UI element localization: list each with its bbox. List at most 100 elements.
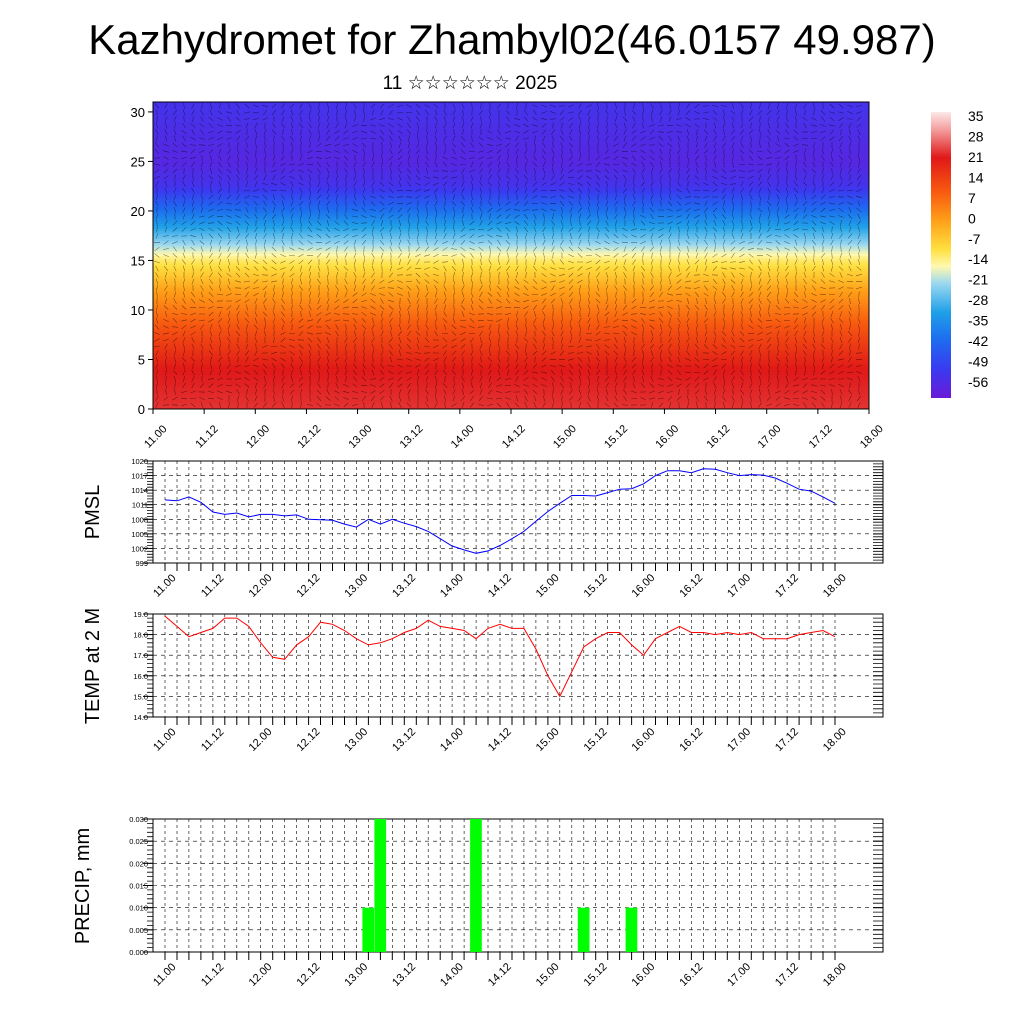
heatmap-cell <box>153 188 869 192</box>
heatmap-ytick-label: 25 <box>131 154 145 169</box>
heatmap-cell <box>153 352 869 356</box>
heatmap-cell <box>153 401 869 405</box>
heatmap-cell <box>153 257 869 262</box>
heatmap-cell <box>153 181 869 185</box>
pmsl-frame <box>152 460 884 564</box>
heatmap-cell <box>153 349 869 353</box>
ytick-label: 0.010 <box>129 904 148 913</box>
heatmap-cell <box>153 374 869 378</box>
ytick-label: 0.020 <box>129 859 148 868</box>
heatmap-cell <box>153 389 869 393</box>
colorbar-label: -21 <box>968 272 988 288</box>
heatmap-cell <box>153 215 869 219</box>
xtick-label: 13.12 <box>390 572 418 600</box>
temp-ylabel: TEMP at 2 M <box>82 608 104 724</box>
heatmap-cell <box>153 201 869 205</box>
colorbar-label: 0 <box>968 210 976 226</box>
heatmap-cell <box>153 243 869 247</box>
heatmap-cell <box>153 144 869 148</box>
heatmap-cell <box>153 131 869 135</box>
xtick-label: 12.12 <box>294 726 322 754</box>
heatmap-cell <box>153 357 869 361</box>
xtick-label: 15.12 <box>582 572 610 600</box>
heatmap-cell <box>153 146 869 150</box>
heatmap-cell <box>153 290 869 294</box>
ytick-label: 1005 <box>131 530 148 539</box>
bottom-minor-ticks <box>164 952 836 960</box>
heatmap-cell <box>153 270 869 274</box>
heatmap-cell <box>153 277 869 281</box>
ytick-label: 0.025 <box>129 837 148 846</box>
heatmap-cell <box>153 267 869 271</box>
ytick-label: 17.0 <box>133 651 148 660</box>
heatmap-cell <box>153 205 869 210</box>
heatmap-cell <box>153 139 869 143</box>
heatmap-cell <box>153 366 869 370</box>
xtick-label: 15.00 <box>534 726 562 754</box>
heatmap-cell <box>153 121 869 125</box>
heatmap-ytick-label: 5 <box>138 352 145 367</box>
heatmap-cell <box>153 248 869 252</box>
heatmap-cell <box>153 176 869 180</box>
colorbar-label: 14 <box>968 169 984 185</box>
wind-barbs <box>153 102 863 409</box>
colorbar-label: -7 <box>968 231 981 247</box>
heatmap-cell <box>153 119 869 123</box>
heatmap-xtick-label: 18.00 <box>858 423 886 451</box>
temp-series-line <box>164 615 836 698</box>
heatmap-cell <box>153 339 869 343</box>
heatmap-cell <box>153 364 869 368</box>
colorbar: 35 28 21 14 7 0 -7 -14 -21 -28 -35 -42 -49 -56 <box>931 108 988 398</box>
heatmap-xtick-label: 16.12 <box>704 423 732 451</box>
heatmap-cell <box>153 106 869 111</box>
ytick-label: 19.0 <box>133 610 148 619</box>
heatmap-xtick-label: 11.00 <box>142 423 169 450</box>
xtick-label: 12.00 <box>247 961 275 989</box>
heatmap-cell <box>153 166 869 170</box>
colorbar-gradient <box>931 112 951 398</box>
xtick-label: 12.12 <box>294 961 322 989</box>
ytick-label: 0.000 <box>129 948 148 957</box>
heatmap-cell <box>153 282 869 286</box>
precip-bar <box>625 907 638 952</box>
heatmap-cell <box>153 136 869 140</box>
temp-frame <box>152 613 884 718</box>
bottom-minor-ticks <box>164 717 836 725</box>
xtick-label: 13.00 <box>342 961 370 989</box>
ytick-label: 1014 <box>131 486 148 495</box>
xtick-label: 15.00 <box>534 961 562 989</box>
chart-title: Kazhydromet for Zhambyl02(46.0157 49.987… <box>88 16 936 63</box>
heatmap-cell <box>153 324 869 328</box>
heatmap-cell <box>153 240 869 244</box>
heatmap-cell <box>153 272 869 276</box>
xtick-label: 14.12 <box>486 726 514 754</box>
heatmap-cell <box>153 307 869 311</box>
heatmap-cell <box>153 287 869 291</box>
heatmap-cell <box>153 208 869 212</box>
heatmap-cell <box>153 317 869 321</box>
heatmap-cell <box>153 369 869 373</box>
heatmap-cell <box>153 376 869 380</box>
heatmap-xtick-label: 14.00 <box>449 423 477 451</box>
heatmap-cell <box>153 399 869 403</box>
heatmap-xtick-label: 16.00 <box>653 423 681 451</box>
precip-ylabel: PRECIP, mm <box>72 828 94 944</box>
heatmap-ytick-label: 0 <box>138 402 145 417</box>
heatmap-cell <box>153 275 869 279</box>
ytick-label: 16.0 <box>133 672 148 681</box>
heatmap-ytick-label: 30 <box>131 105 145 120</box>
heatmap-cell <box>153 161 869 165</box>
colorbar-label: 35 <box>968 108 984 124</box>
colorbar-label: -42 <box>968 333 988 349</box>
heatmap-xtick-label: 17.12 <box>807 423 835 451</box>
heatmap-cell <box>153 292 869 296</box>
heatmap-cell <box>153 396 869 400</box>
xtick-label: 11.00 <box>151 572 178 599</box>
xtick-label: 17.12 <box>773 572 801 600</box>
xtick-label: 11.00 <box>151 961 178 988</box>
panel-precip: 0.030 0.025 0.020 0.015 0.010 0.005 0.000 11.0… <box>72 815 884 989</box>
xtick-label: 14.12 <box>486 961 514 989</box>
xtick-label: 11.12 <box>199 572 226 599</box>
xtick-label: 13.00 <box>342 572 370 600</box>
